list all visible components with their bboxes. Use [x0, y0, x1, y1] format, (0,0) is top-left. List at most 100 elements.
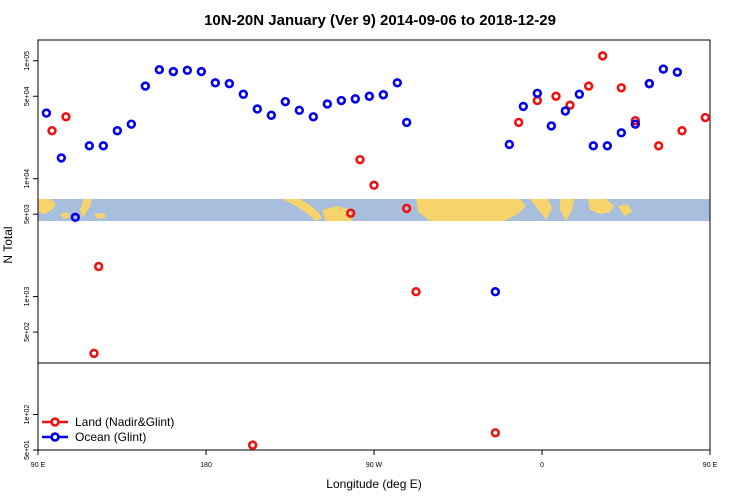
ocean-point [602, 141, 613, 151]
ocean-point [588, 141, 599, 151]
x-axis: 90 E 180 90 W 0 90 E [31, 450, 718, 469]
land-point [551, 91, 561, 101]
x-tick-label: 90 E [703, 462, 718, 469]
ocean-point [196, 66, 207, 77]
map-landmass [322, 206, 352, 221]
y-axis-label: N Total [1, 226, 15, 263]
legend-marker [50, 432, 60, 442]
land-point [47, 126, 57, 136]
map-landmass [60, 212, 70, 219]
land-point [565, 100, 575, 110]
land-point [247, 440, 258, 450]
y-tick-label: 5e+04 [24, 86, 31, 106]
y-tick-label: 5e+02 [24, 322, 31, 342]
land-point [532, 95, 543, 106]
land-point [616, 83, 627, 93]
ocean-point [546, 121, 557, 131]
land-point [89, 348, 99, 359]
chart-title: 10N-20N January (Ver 9) 2014-09-06 to 20… [204, 12, 556, 29]
ocean-point [56, 153, 67, 163]
ocean-point [616, 128, 627, 138]
ocean-point [574, 89, 585, 99]
ocean-point [266, 110, 277, 120]
ocean-point [504, 139, 515, 150]
map-landmass [282, 199, 322, 221]
ocean-point [658, 64, 669, 74]
ocean-point [336, 95, 347, 106]
map-landmass [38, 199, 56, 214]
ocean-point [98, 141, 109, 151]
ocean-point [210, 78, 221, 88]
ocean-point [378, 90, 389, 100]
ocean-point [280, 96, 291, 107]
land-point [345, 208, 356, 218]
ocean-point [154, 64, 165, 75]
ocean-point [350, 94, 361, 104]
ocean-point [238, 89, 249, 99]
ocean-point [490, 287, 501, 297]
land-point [597, 51, 608, 61]
land-point [653, 141, 664, 151]
land-point [677, 126, 687, 136]
y-tick-label: 1e+05 [24, 51, 31, 71]
x-tick-label: 90 E [31, 462, 46, 469]
ocean-point [252, 104, 263, 114]
legend-label: Land (Nadir&Glint) [75, 415, 174, 429]
y-axis: 5e+01 1e+02 5e+02 1e+03 5e+03 1e+04 5e+04 1e+05 [24, 51, 38, 460]
y-tick-label: 1e+04 [24, 169, 31, 189]
ocean-point [41, 108, 52, 118]
ocean-point [518, 101, 529, 112]
land-point [401, 203, 412, 214]
land-point [355, 154, 365, 165]
ocean-point [112, 126, 123, 136]
ocean-point [126, 119, 137, 129]
ocean-point [364, 91, 375, 101]
legend-marker [50, 417, 60, 427]
land-point [630, 116, 641, 126]
ocean-point [70, 212, 81, 223]
land-point [369, 180, 379, 190]
map-landmass [80, 199, 92, 218]
land-point [700, 112, 711, 123]
ocean-point [644, 78, 655, 89]
ocean-point [294, 105, 305, 116]
ocean-point [401, 117, 412, 128]
world-map-band [38, 199, 710, 221]
map-landmass [530, 199, 552, 220]
land-point [583, 81, 594, 91]
map-landmass [560, 199, 574, 221]
x-tick-label: 90 W [366, 462, 383, 469]
map-landmass [618, 204, 632, 216]
map-landmass [416, 199, 526, 221]
y-tick-label: 5e+03 [24, 204, 31, 224]
map-landmass [588, 199, 614, 214]
land-point [411, 287, 421, 297]
ocean-point [672, 67, 683, 77]
x-axis-label: Longitude (deg E) [326, 477, 421, 491]
y-tick-label: 5e+01 [24, 440, 31, 460]
ocean-point [84, 141, 95, 151]
ocean-point [224, 78, 235, 89]
legend: Land (Nadir&Glint)Ocean (Glint) [42, 415, 174, 444]
map-landmass [94, 213, 106, 219]
data-points [41, 51, 711, 450]
plot-frame [37, 39, 711, 451]
y-tick-label: 1e+03 [24, 287, 31, 307]
ocean-point [322, 99, 333, 109]
x-tick-label: 0 [540, 462, 544, 469]
ocean-point [560, 106, 571, 116]
ocean-point [308, 112, 319, 122]
land-point [490, 428, 501, 438]
ocean-point [392, 78, 403, 88]
ocean-point [182, 65, 193, 76]
land-point [513, 117, 524, 128]
y-tick-label: 1e+02 [24, 405, 31, 425]
land-point [61, 112, 71, 122]
legend-label: Ocean (Glint) [75, 430, 146, 444]
ocean-point [140, 81, 151, 91]
land-point [93, 261, 104, 272]
ocean-point [168, 66, 179, 77]
x-tick-label: 180 [200, 462, 212, 469]
ocean-point [630, 119, 641, 129]
